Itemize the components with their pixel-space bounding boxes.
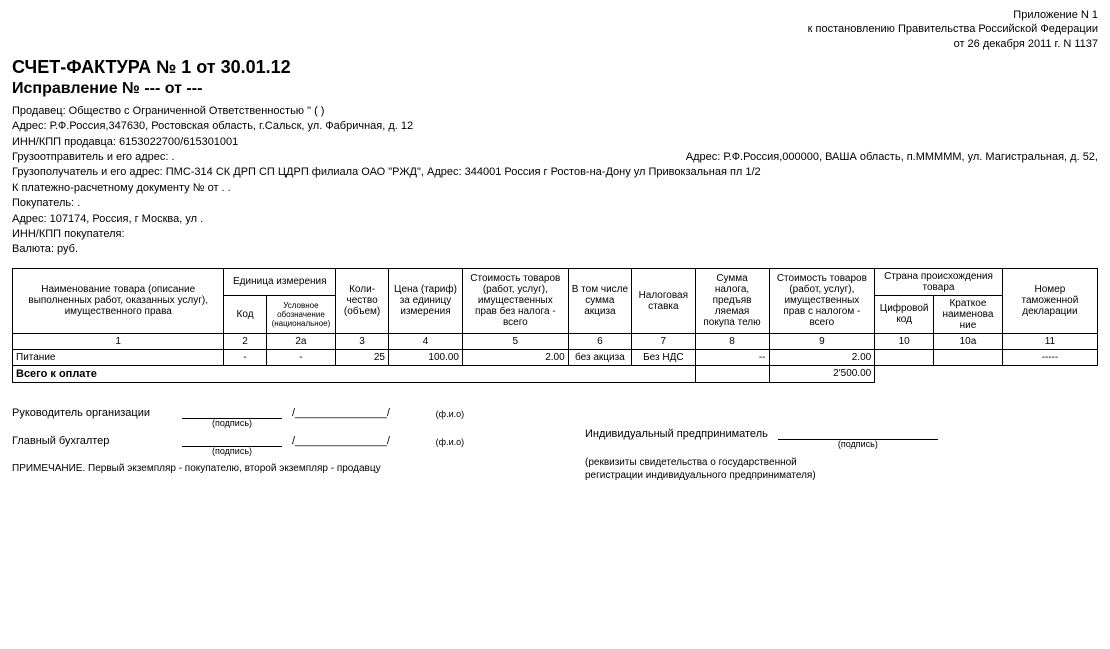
total-blank <box>875 365 1098 382</box>
total-tax-empty <box>695 365 769 382</box>
th-excise: В том числе сумма акциза <box>568 268 631 333</box>
accountant-fio-wrap: (ф.и.о) <box>400 437 500 447</box>
table-row: Питание - - 25 100.00 2.00 без акциза Бе… <box>13 349 1098 365</box>
accountant-slash: /_______________/ <box>292 435 390 447</box>
th-decl: Номер таможенной декларации <box>1002 268 1097 333</box>
th-country: Страна происхождения товара <box>875 268 1003 295</box>
cell-qty: 25 <box>336 349 389 365</box>
head-fio-wrap: (ф.и.о) <box>400 409 500 419</box>
invoice-title: СЧЕТ-ФАКТУРА № 1 от 30.01.12 <box>12 57 1098 78</box>
signature-block: Руководитель организации (подпись) /____… <box>12 407 1098 482</box>
appendix-line1: Приложение N 1 <box>12 8 1098 22</box>
cell-excise: без акциза <box>568 349 631 365</box>
entrepreneur-note2: регистрации индивидуального предпринимат… <box>585 469 1098 482</box>
cell-unit-code: - <box>224 349 266 365</box>
colnum-10: 10 <box>875 333 934 349</box>
colnum-8: 8 <box>695 333 769 349</box>
colnum-2a: 2а <box>266 333 335 349</box>
cell-decl: ----- <box>1002 349 1097 365</box>
th-country-name: Краткое наименова ние <box>934 295 1003 333</box>
cell-country-name <box>934 349 1003 365</box>
fio-hint-2: (ф.и.о) <box>400 437 500 447</box>
correction-subtitle: Исправление № --- от --- <box>12 80 1098 98</box>
consignor-right: Адрес: Р.Ф.Россия,000000, ВАША область, … <box>686 150 1098 165</box>
currency-line: Валюта: руб. <box>12 242 1098 257</box>
consignee-line: Грузополучатель и его адрес: ПМС-314 СК … <box>12 165 1098 180</box>
colnum-3: 3 <box>336 333 389 349</box>
th-tax-rate: Налоговая ставка <box>632 268 695 333</box>
seller-address: Адрес: Р.Ф.Россия,347630, Ростовская обл… <box>12 119 1098 134</box>
th-unit-name: Условное обозначение (национальное) <box>266 295 335 333</box>
colnum-9: 9 <box>769 333 875 349</box>
cell-country-code <box>875 349 934 365</box>
th-cost-with-tax: Стоимость товаров (работ, услуг), имущес… <box>769 268 875 333</box>
colnum-1: 1 <box>13 333 224 349</box>
cell-tax-rate: Без НДС <box>632 349 695 365</box>
appendix-block: Приложение N 1 к постановлению Правитель… <box>12 8 1098 51</box>
colnum-11: 11 <box>1002 333 1097 349</box>
colnum-4: 4 <box>389 333 463 349</box>
cell-unit-name: - <box>266 349 335 365</box>
head-label: Руководитель организации <box>12 407 172 419</box>
th-unit-code: Код <box>224 295 266 333</box>
cell-cost-with-tax: 2.00 <box>769 349 875 365</box>
cell-price: 100.00 <box>389 349 463 365</box>
seller-inn: ИНН/КПП продавца: 6153022700/615301001 <box>12 135 1098 150</box>
total-label: Всего к оплате <box>13 365 696 382</box>
colnum-10a: 10а <box>934 333 1003 349</box>
fio-hint: (ф.и.о) <box>400 409 500 419</box>
footnote: ПРИМЕЧАНИЕ. Первый экземпляр - покупател… <box>12 463 525 474</box>
accountant-label: Главный бухгалтер <box>12 435 172 447</box>
sign-hint-2: (подпись) <box>182 446 282 456</box>
colnum-6: 6 <box>568 333 631 349</box>
colnum-7: 7 <box>632 333 695 349</box>
buyer-address: Адрес: 107174, Россия, г Москва, ул . <box>12 212 1098 227</box>
column-number-row: 1 2 2а 3 4 5 6 7 8 9 10 10а 11 <box>13 333 1098 349</box>
appendix-line3: от 26 декабря 2011 г. N 1137 <box>12 37 1098 51</box>
th-unit: Единица измерения <box>224 268 336 295</box>
accountant-sign-line: (подпись) <box>182 435 282 447</box>
buyer-inn: ИНН/КПП покупателя: <box>12 227 1098 242</box>
cell-name: Питание <box>13 349 224 365</box>
entrepreneur-note1: (реквизиты свидетельства о государственн… <box>585 456 1098 469</box>
th-qty: Коли- чество (объем) <box>336 268 389 333</box>
entrepreneur-sign-line: (подпись) <box>778 427 938 440</box>
appendix-line2: к постановлению Правительства Российской… <box>12 22 1098 36</box>
sign-hint: (подпись) <box>182 418 282 428</box>
th-tax-sum: Сумма налога, предъяв ляемая покупа телю <box>695 268 769 333</box>
seller-line: Продавец: Общество с Ограниченной Ответс… <box>12 104 1098 119</box>
colnum-2: 2 <box>224 333 266 349</box>
invoice-table: Наименование товара (описание выполненны… <box>12 268 1098 383</box>
consignor-line: Грузоотправитель и его адрес: . <box>12 150 175 165</box>
total-row: Всего к оплате 2'500.00 <box>13 365 1098 382</box>
sign-hint-3: (подпись) <box>778 439 938 449</box>
cell-cost-no-tax: 2.00 <box>462 349 568 365</box>
th-name: Наименование товара (описание выполненны… <box>13 268 224 333</box>
th-cost-no-tax: Стоимость товаров (работ, услуг), имущес… <box>462 268 568 333</box>
entrepreneur-label: Индивидуальный предприниматель <box>585 428 768 440</box>
head-sign-line: (подпись) <box>182 407 282 419</box>
payment-doc-line: К платежно-расчетному документу № от . . <box>12 181 1098 196</box>
colnum-5: 5 <box>462 333 568 349</box>
buyer-line: Покупатель: . <box>12 196 1098 211</box>
cell-tax-sum: -- <box>695 349 769 365</box>
total-value: 2'500.00 <box>769 365 875 382</box>
head-slash: /_______________/ <box>292 407 390 419</box>
th-price: Цена (тариф) за единицу измерения <box>389 268 463 333</box>
th-country-code: Цифровой код <box>875 295 934 333</box>
